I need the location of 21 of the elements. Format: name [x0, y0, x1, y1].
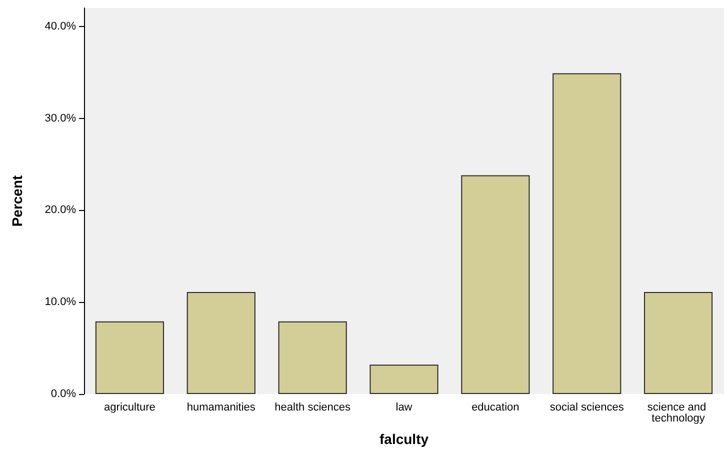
bar [461, 175, 530, 394]
y-axis-title: Percent [9, 174, 25, 227]
y-tick-label: 40.0% [44, 20, 76, 32]
x-tick-label: humamanities [186, 402, 256, 414]
y-tick-label: 10.0% [44, 296, 76, 308]
x-tick-label: education [472, 402, 520, 414]
y-tick-label: 20.0% [44, 204, 76, 216]
x-tick-label: agriculture [104, 402, 156, 414]
bar [370, 364, 438, 394]
bar [644, 292, 713, 394]
x-axis-title: falculty [379, 431, 429, 447]
y-tick-label: 0.0% [50, 388, 76, 400]
bar [186, 292, 256, 394]
y-tick-label: 30.0% [44, 112, 76, 124]
x-tick-label: health sciences [274, 402, 351, 414]
bar [95, 321, 164, 394]
x-tick-label: social sciences [550, 402, 624, 414]
bar [552, 73, 622, 394]
x-tick-label: law [396, 402, 412, 414]
bar [278, 321, 347, 394]
x-tick-label: science and technology [647, 402, 710, 424]
